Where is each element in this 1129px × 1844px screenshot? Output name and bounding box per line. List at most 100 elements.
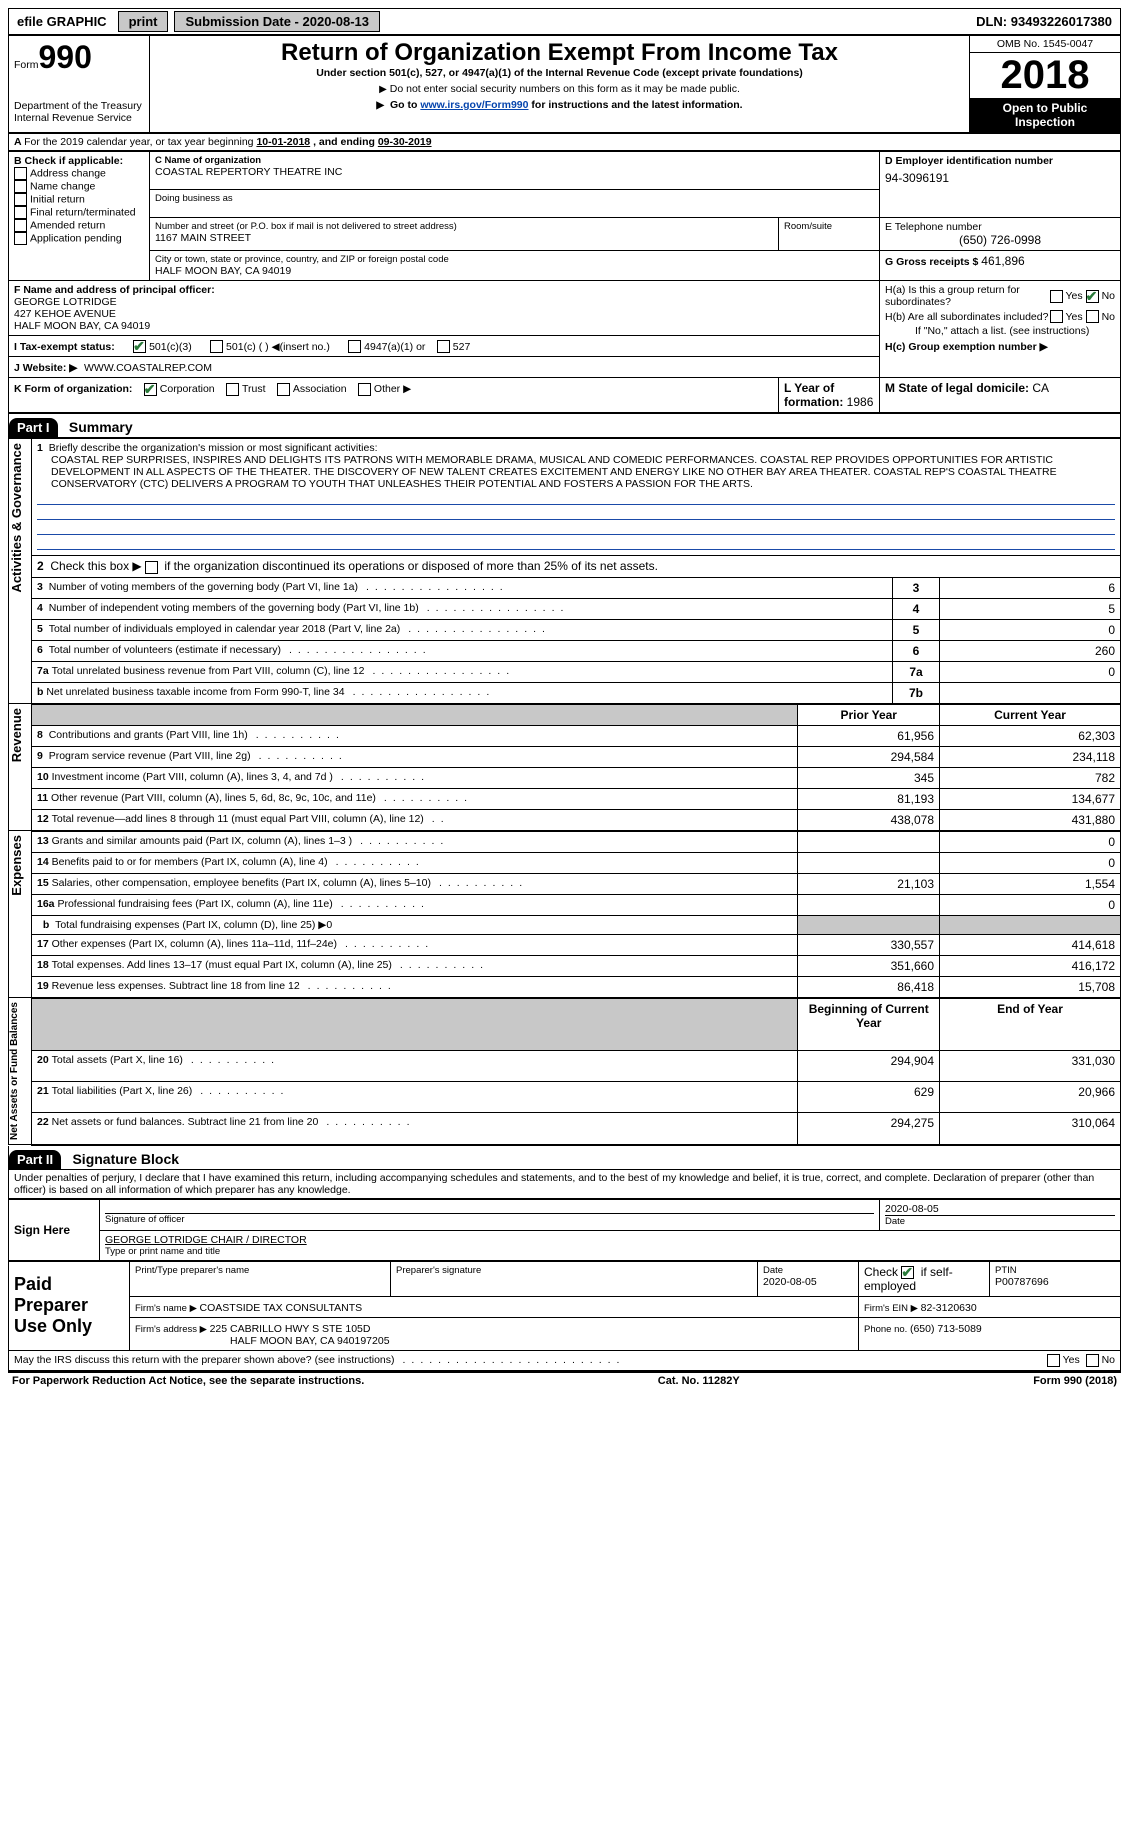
form-word: Form <box>14 59 39 71</box>
cb-initial[interactable] <box>14 193 27 206</box>
side-revenue: Revenue <box>9 704 24 766</box>
open-public: Open to Public Inspection <box>970 98 1120 132</box>
row-8: 8 Contributions and grants (Part VIII, l… <box>9 725 1121 746</box>
hdr-end: End of Year <box>940 998 1121 1051</box>
footer-cat: Cat. No. 11282Y <box>658 1375 740 1387</box>
part2-tab: Part II <box>9 1150 61 1169</box>
line1-label: Briefly describe the organization's miss… <box>49 442 378 454</box>
form-990-page: efile GRAPHIC print Submission Date - 20… <box>0 0 1129 1397</box>
ein: 94-3096191 <box>885 171 1115 185</box>
row-16b: b Total fundraising expenses (Part IX, c… <box>9 915 1121 934</box>
box-f-label: F Name and address of principal officer: <box>14 284 874 296</box>
cb-hb-yes[interactable] <box>1050 310 1063 323</box>
officer-addr2: HALF MOON BAY, CA 94019 <box>14 320 874 332</box>
cb-501c[interactable] <box>210 340 223 353</box>
hdr-curr: Current Year <box>940 704 1121 726</box>
box-i-label: I Tax-exempt status: <box>14 341 115 353</box>
omb-number: OMB No. 1545-0047 <box>970 36 1120 53</box>
cb-other[interactable] <box>358 383 371 396</box>
website: WWW.COASTALREP.COM <box>84 362 212 374</box>
cb-ha-no[interactable] <box>1086 290 1099 303</box>
side-expenses: Expenses <box>9 831 24 900</box>
row-21: 21 Total liabilities (Part X, line 26)..… <box>9 1082 1121 1113</box>
box-c-label: C Name of organization <box>155 155 874 166</box>
firm-addr2: HALF MOON BAY, CA 940197205 <box>135 1335 853 1347</box>
cb-trust[interactable] <box>226 383 239 396</box>
cb-address[interactable] <box>14 167 27 180</box>
cb-4947[interactable] <box>348 340 361 353</box>
discuss-q: May the IRS discuss this return with the… <box>14 1354 395 1367</box>
row-7a: 7a Total unrelated business revenue from… <box>9 661 1121 682</box>
box-k-label: K Form of organization: <box>14 383 132 395</box>
row-10: 10 Investment income (Part VIII, column … <box>9 767 1121 788</box>
entity-table: B Check if applicable: Address change Na… <box>8 151 1121 414</box>
box-g-label: G Gross receipts $ <box>885 256 981 268</box>
submission-date: Submission Date - 2020-08-13 <box>174 11 380 32</box>
hdr-prior: Prior Year <box>798 704 940 726</box>
row-17: 17 Other expenses (Part IX, column (A), … <box>9 934 1121 955</box>
cb-discuss-yes[interactable] <box>1047 1354 1060 1367</box>
mission: COASTAL REP SURPRISES, INSPIRES AND DELI… <box>37 454 1115 490</box>
row-9: 9 Program service revenue (Part VIII, li… <box>9 746 1121 767</box>
cb-pending[interactable] <box>14 232 27 245</box>
row-6: 6 Total number of volunteers (estimate i… <box>9 640 1121 661</box>
form-number: 990 <box>39 39 92 75</box>
top-bar: efile GRAPHIC print Submission Date - 20… <box>8 8 1121 35</box>
hdr-beg: Beginning of Current Year <box>798 998 940 1051</box>
cb-name[interactable] <box>14 180 27 193</box>
row-15: 15 Salaries, other compensation, employe… <box>9 873 1121 894</box>
cb-hb-no[interactable] <box>1086 310 1099 323</box>
domicile: CA <box>1032 381 1049 395</box>
box-b-title: B Check if applicable: <box>14 155 144 167</box>
row-16a: 16a Professional fundraising fees (Part … <box>9 894 1121 915</box>
subtitle-2: Do not enter social security numbers on … <box>390 83 740 95</box>
paid-preparer-title: Paid Preparer Use Only <box>9 1261 130 1350</box>
cb-assoc[interactable] <box>277 383 290 396</box>
part1-title: Summary <box>61 417 141 437</box>
cb-discuss-no[interactable] <box>1086 1354 1099 1367</box>
sign-here: Sign Here <box>9 1199 100 1260</box>
room-label: Room/suite <box>784 221 874 232</box>
instructions-link[interactable]: www.irs.gov/Form990 <box>420 99 528 111</box>
h-a: H(a) Is this a group return for subordin… <box>885 284 1050 308</box>
gross-receipts: 461,896 <box>981 254 1024 268</box>
firm-ein: 82-3120630 <box>921 1302 977 1314</box>
efile-label: efile GRAPHIC <box>9 12 115 31</box>
city-label: City or town, state or province, country… <box>155 254 874 265</box>
subtitle-1: Under section 501(c), 527, or 4947(a)(1)… <box>155 67 964 79</box>
cb-final[interactable] <box>14 206 27 219</box>
cb-self-employed[interactable] <box>901 1266 914 1279</box>
part1-table: Activities & Governance 1 Briefly descri… <box>8 438 1121 1145</box>
h-c: H(c) Group exemption number ▶ <box>885 341 1115 353</box>
h-note: If "No," attach a list. (see instruction… <box>885 325 1115 337</box>
cb-discontinued[interactable] <box>145 561 158 574</box>
box-e-label: E Telephone number <box>885 221 1115 233</box>
tax-year: 2018 <box>970 53 1120 98</box>
declaration: Under penalties of perjury, I declare th… <box>8 1170 1121 1199</box>
print-button[interactable]: print <box>118 11 169 32</box>
cb-527[interactable] <box>437 340 450 353</box>
side-net: Net Assets or Fund Balances <box>9 998 20 1144</box>
year-formation: 1986 <box>847 395 874 409</box>
dln: DLN: 93493226017380 <box>968 12 1120 31</box>
row-11: 11 Other revenue (Part VIII, column (A),… <box>9 788 1121 809</box>
row-20: 20 Total assets (Part X, line 16).......… <box>9 1050 1121 1081</box>
footer-left: For Paperwork Reduction Act Notice, see … <box>12 1375 364 1387</box>
row-19: 19 Revenue less expenses. Subtract line … <box>9 976 1121 998</box>
line-a: A For the 2019 calendar year, or tax yea… <box>8 134 1121 151</box>
cb-ha-yes[interactable] <box>1050 290 1063 303</box>
cb-corp[interactable] <box>144 383 157 396</box>
row-14: 14 Benefits paid to or for members (Part… <box>9 852 1121 873</box>
firm-name: COASTSIDE TAX CONSULTANTS <box>200 1302 363 1314</box>
dba-label: Doing business as <box>155 193 874 204</box>
cb-501c3[interactable] <box>133 340 146 353</box>
firm-addr1: 225 CABRILLO HWY S STE 105D <box>210 1323 371 1335</box>
city: HALF MOON BAY, CA 94019 <box>155 265 874 277</box>
officer-addr1: 427 KEHOE AVENUE <box>14 308 874 320</box>
firm-phone: (650) 713-5089 <box>910 1323 982 1335</box>
box-j-label: J Website: ▶ <box>14 362 77 374</box>
row-7b: b Net unrelated business taxable income … <box>9 682 1121 704</box>
sig-label: Signature of officer <box>105 1213 874 1225</box>
street-label: Number and street (or P.O. box if mail i… <box>155 221 773 232</box>
cb-amended[interactable] <box>14 219 27 232</box>
